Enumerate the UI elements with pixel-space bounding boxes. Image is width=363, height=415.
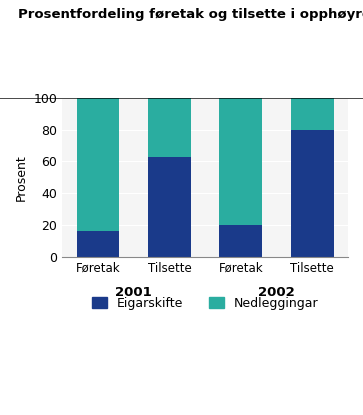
Bar — [77, 232, 119, 257]
Y-axis label: Prosent: Prosent — [15, 154, 28, 201]
Bar — [148, 98, 191, 157]
Bar — [219, 225, 262, 257]
Text: Prosentfordeling føretak og tilsette i opphøyrde føretak: Prosentfordeling føretak og tilsette i o… — [18, 8, 363, 21]
Bar — [291, 129, 334, 257]
Legend: Eigarskifte, Nedleggingar: Eigarskifte, Nedleggingar — [87, 292, 323, 315]
Bar — [148, 157, 191, 257]
Bar — [219, 98, 262, 225]
Text: 2001: 2001 — [115, 286, 152, 298]
Bar — [77, 98, 119, 232]
Bar — [291, 98, 334, 129]
Text: 2002: 2002 — [258, 286, 295, 298]
